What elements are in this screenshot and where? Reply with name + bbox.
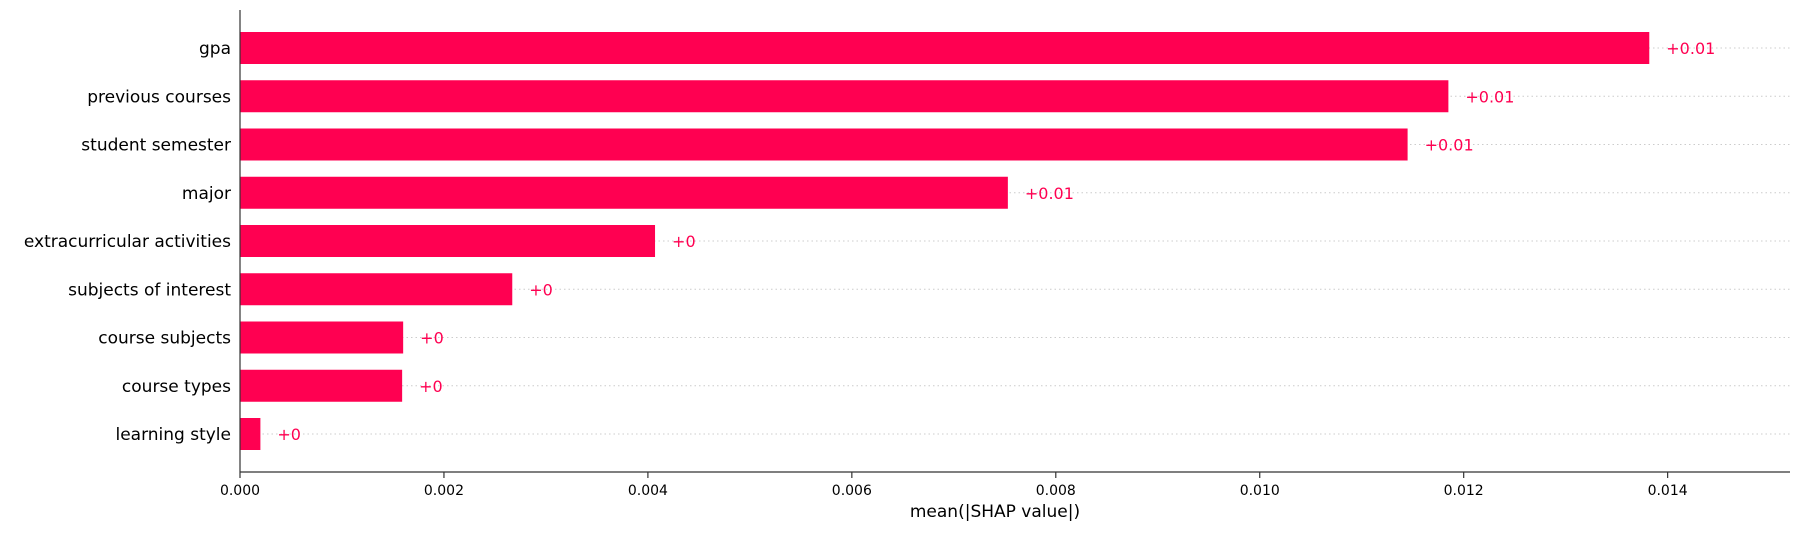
value-label: +0.01 bbox=[1666, 39, 1715, 58]
value-label: +0 bbox=[672, 232, 696, 251]
y-tick-label: course types bbox=[122, 377, 231, 397]
value-label: +0.01 bbox=[1025, 184, 1074, 203]
y-tick-label: course subjects bbox=[98, 329, 231, 349]
x-tick-label: 0.008 bbox=[1036, 483, 1076, 499]
bar-learning-style bbox=[240, 418, 261, 450]
value-labels: +0.01 +0.01 +0.01 +0.01 +0 +0 +0 +0 +0 bbox=[277, 39, 1715, 444]
axes bbox=[239, 10, 1790, 473]
y-tick-label: gpa bbox=[199, 39, 231, 59]
x-tick-label: 0.004 bbox=[628, 483, 668, 499]
y-tick-label: previous courses bbox=[87, 87, 231, 107]
x-tick-label: 0.006 bbox=[832, 483, 872, 499]
bar-major bbox=[240, 176, 1008, 209]
x-tick-label: 0.002 bbox=[424, 483, 464, 499]
x-tick-label: 0.012 bbox=[1444, 483, 1484, 499]
x-axis-label: mean(|SHAP value|) bbox=[910, 502, 1080, 522]
x-tick-label: 0.010 bbox=[1240, 483, 1280, 499]
bar-course-types bbox=[240, 369, 403, 402]
value-label: +0 bbox=[419, 377, 443, 396]
y-tick-label: subjects of interest bbox=[68, 280, 231, 300]
value-label: +0 bbox=[277, 425, 301, 444]
bar-student-semester bbox=[240, 128, 1408, 161]
y-tick-labels: gpa previous courses student semester major… bbox=[24, 39, 231, 445]
bar-course-subjects bbox=[240, 321, 404, 354]
x-ticks: 0.000 0.002 0.004 0.006 0.008 0.010 0.012 0.014 bbox=[220, 472, 1688, 499]
y-tick-label: learning style bbox=[115, 425, 231, 445]
bar-gpa bbox=[240, 32, 1650, 64]
y-tick-label: extracurricular activities bbox=[24, 232, 231, 252]
x-tick-label: 0.000 bbox=[220, 483, 260, 499]
bars bbox=[240, 32, 1650, 450]
y-tick-label: student semester bbox=[81, 136, 231, 156]
value-label: +0 bbox=[420, 329, 444, 348]
x-tick-label: 0.014 bbox=[1648, 483, 1688, 499]
bar-extracurricular-activities bbox=[240, 225, 656, 257]
bar-previous-courses bbox=[240, 80, 1449, 113]
value-label: +0.01 bbox=[1425, 136, 1474, 155]
value-label: +0 bbox=[529, 280, 553, 299]
bar-subjects-of-interest bbox=[240, 273, 513, 306]
value-label: +0.01 bbox=[1465, 87, 1514, 106]
y-tick-label: major bbox=[182, 184, 231, 204]
